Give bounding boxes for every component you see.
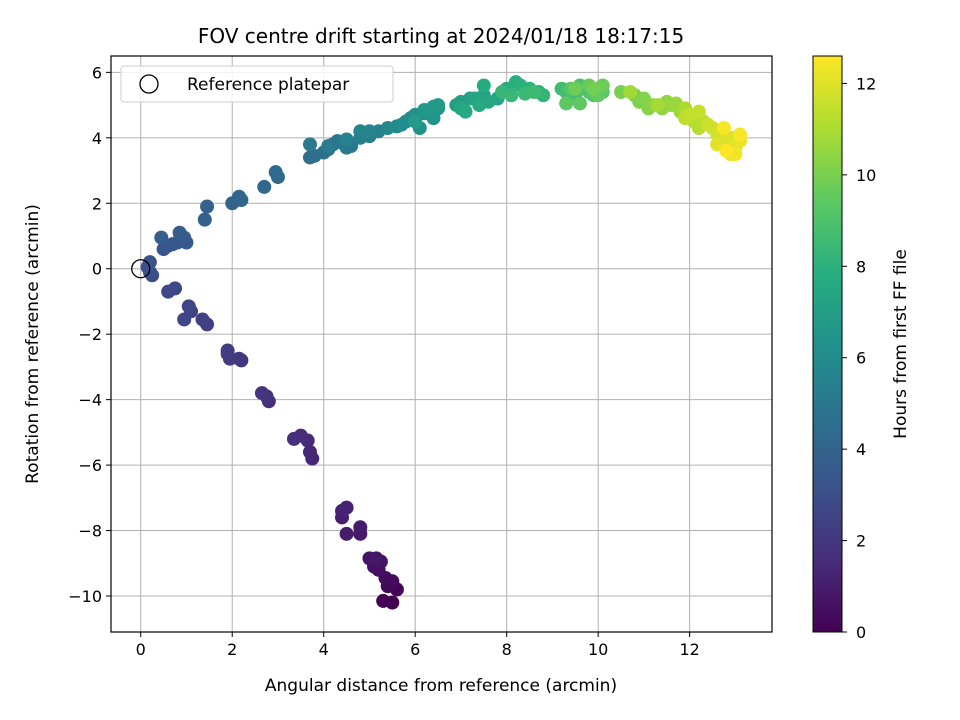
scatter-point: [257, 179, 272, 194]
scatter-point: [527, 85, 542, 99]
grid: [111, 56, 772, 632]
scatter-point: [286, 431, 301, 446]
colorbar-tick-label: 4: [856, 440, 866, 459]
scatter-point: [691, 104, 706, 119]
scatter-point: [161, 284, 176, 299]
x-tick-label: 0: [136, 640, 146, 659]
y-tick-label: 6: [92, 63, 102, 82]
scatter-point: [716, 121, 731, 135]
scatter-point: [142, 255, 157, 270]
colorbar-tick-label: 2: [856, 532, 866, 551]
scatter-point: [200, 199, 215, 214]
scatter-point: [302, 137, 317, 152]
scatter-point: [650, 98, 665, 113]
scatter-point: [476, 78, 491, 93]
scatter-point: [197, 212, 212, 227]
scatter-point: [376, 593, 391, 608]
scatter-point: [268, 165, 283, 180]
x-tick-label: 10: [588, 640, 608, 659]
colorbar-tick-label: 12: [856, 74, 876, 93]
legend: Reference platepar: [120, 65, 394, 103]
scatter-point: [623, 85, 638, 99]
plot-frame: [110, 55, 773, 633]
scatter-point: [172, 225, 187, 240]
y-tick-label: 4: [92, 129, 102, 148]
scatter-point: [572, 96, 587, 111]
scatter-point: [408, 114, 423, 129]
x-axis-label: Angular distance from reference (arcmin): [265, 676, 617, 696]
y-tick-label: −10: [68, 587, 102, 606]
colorbar: 0 2 4 6 8 10 12 Hours from first FF file: [812, 55, 911, 642]
scatter-point: [559, 96, 574, 111]
x-tick-label: 4: [319, 640, 329, 659]
scatter-point: [302, 445, 317, 459]
y-tick-label: 2: [92, 194, 102, 213]
scatter-point: [732, 127, 747, 142]
colorbar-tick-label: 0: [856, 623, 866, 642]
colorbar-tick-label: 10: [856, 166, 876, 185]
scatter-points: [140, 75, 747, 610]
y-axis-label: Rotation from reference (arcmin): [23, 204, 43, 484]
y-tick-label: −6: [78, 456, 102, 475]
scatter-point: [339, 132, 354, 147]
scatter-point: [339, 526, 354, 541]
x-tick-label: 2: [227, 640, 237, 659]
chart-title: FOV centre drift starting at 2024/01/18 …: [198, 24, 684, 48]
y-tick-label: 0: [92, 260, 102, 279]
scatter-point: [458, 104, 473, 119]
scatter-point: [353, 520, 368, 535]
y-tick-label: −8: [78, 522, 102, 541]
scatter-point: [472, 98, 487, 113]
x-tick-label: 6: [410, 640, 420, 659]
legend-box: [120, 65, 394, 103]
colorbar-gradient: [812, 55, 843, 633]
colorbar-label: Hours from first FF file: [891, 249, 911, 439]
y-tick-label: −2: [78, 325, 102, 344]
x-tick-label: 12: [679, 640, 699, 659]
scatter-point: [504, 88, 519, 103]
scatter-point: [154, 230, 169, 245]
scatter-point: [369, 551, 384, 566]
scatter-point: [177, 312, 192, 327]
scatter-point: [568, 81, 583, 96]
scatter-point: [719, 143, 734, 158]
scatter-point: [321, 139, 336, 153]
scatter-point: [195, 312, 210, 327]
x-axis-ticks: 0 2 4 6 8 10 12: [136, 632, 700, 659]
colorbar-tick-label: 6: [856, 349, 866, 368]
legend-entry-reference: Reference platepar: [187, 75, 349, 95]
colorbar-tick-label: 8: [856, 257, 866, 276]
y-axis-ticks: −10 −8 −6 −4 −2 0 2 4 6: [68, 63, 111, 606]
legend-marker-circle-icon: [139, 74, 159, 94]
reference-platepar-circle-icon: [131, 259, 151, 279]
reference-marker: [131, 259, 151, 279]
scatter-point: [431, 98, 446, 113]
scatter-point: [181, 299, 196, 314]
scatter-point: [254, 386, 269, 401]
x-tick-label: 8: [502, 640, 512, 659]
scatter-point: [335, 503, 350, 518]
scatter-point: [394, 117, 409, 132]
scatter-point: [234, 193, 249, 207]
scatter-point: [362, 124, 377, 139]
scatter-point: [586, 81, 601, 96]
colorbar-ticks: 0 2 4 6 8 10 12: [842, 74, 876, 642]
y-tick-label: −4: [78, 391, 102, 410]
scatter-point: [220, 343, 235, 358]
